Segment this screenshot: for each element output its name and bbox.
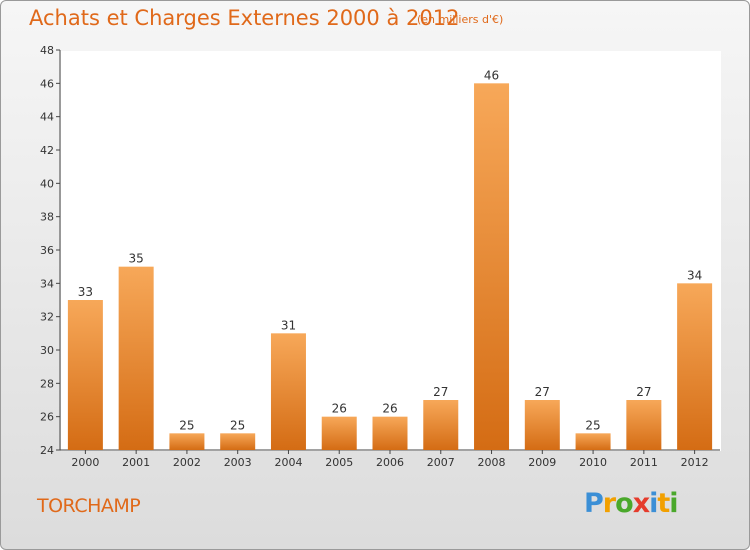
bar-value-label: 25 bbox=[585, 418, 600, 432]
x-tick-label: 2011 bbox=[630, 456, 658, 469]
x-tick-label: 2008 bbox=[478, 456, 506, 469]
logo-letter: t bbox=[657, 488, 670, 519]
x-tick-label: 2005 bbox=[325, 456, 353, 469]
logo-letter: P bbox=[584, 488, 604, 519]
y-tick-label: 40 bbox=[40, 177, 54, 190]
commune-name: TORCHAMP bbox=[37, 495, 141, 517]
y-tick-label: 28 bbox=[40, 377, 54, 390]
bar-value-label: 27 bbox=[636, 385, 651, 399]
bar bbox=[524, 400, 560, 450]
bar bbox=[677, 283, 713, 450]
y-tick-label: 32 bbox=[40, 311, 54, 324]
bar-value-label: 33 bbox=[78, 285, 93, 299]
bar bbox=[169, 433, 205, 450]
x-tick-label: 2009 bbox=[528, 456, 556, 469]
x-tick-label: 2006 bbox=[376, 456, 404, 469]
bar-value-label: 26 bbox=[332, 402, 347, 416]
bar-value-label: 27 bbox=[535, 385, 550, 399]
bar bbox=[423, 400, 459, 450]
plot-area bbox=[61, 51, 721, 451]
y-tick-label: 42 bbox=[40, 144, 54, 157]
logo-letter: i bbox=[649, 488, 658, 519]
y-tick-label: 44 bbox=[40, 111, 54, 124]
bar-value-label: 34 bbox=[687, 268, 702, 282]
y-tick-label: 38 bbox=[40, 211, 54, 224]
x-tick-label: 2003 bbox=[224, 456, 252, 469]
x-tick-label: 2010 bbox=[579, 456, 607, 469]
chart-unit: (en milliers d'€) bbox=[417, 13, 504, 26]
proxiti-logo: Proxiti bbox=[584, 488, 679, 519]
bar bbox=[575, 433, 611, 450]
bar-value-label: 27 bbox=[433, 385, 448, 399]
logo-letter: i bbox=[669, 488, 678, 519]
bar bbox=[474, 83, 510, 450]
bar-value-label: 35 bbox=[129, 252, 144, 266]
bar-value-label: 46 bbox=[484, 68, 499, 82]
y-tick-label: 26 bbox=[40, 411, 54, 424]
bar-value-label: 25 bbox=[179, 418, 194, 432]
bar bbox=[372, 416, 408, 450]
logo-letter: x bbox=[632, 488, 650, 519]
x-tick-label: 2002 bbox=[173, 456, 201, 469]
bar bbox=[626, 400, 662, 450]
bar-value-label: 31 bbox=[281, 318, 296, 332]
bar-value-label: 26 bbox=[382, 402, 397, 416]
x-tick-label: 2004 bbox=[274, 456, 302, 469]
y-tick-label: 46 bbox=[40, 77, 54, 90]
logo-letter: o bbox=[615, 488, 634, 519]
y-tick-label: 36 bbox=[40, 244, 54, 257]
x-tick-label: 2000 bbox=[71, 456, 99, 469]
y-tick-label: 24 bbox=[40, 444, 54, 457]
bar bbox=[270, 333, 306, 450]
bar-value-label: 25 bbox=[230, 418, 245, 432]
y-tick-label: 48 bbox=[40, 44, 54, 57]
bar bbox=[321, 416, 357, 450]
x-tick-label: 2007 bbox=[427, 456, 455, 469]
y-tick-label: 34 bbox=[40, 277, 54, 290]
bar bbox=[118, 266, 154, 450]
y-tick-label: 30 bbox=[40, 344, 54, 357]
x-tick-label: 2001 bbox=[122, 456, 150, 469]
logo-letter: r bbox=[602, 488, 616, 519]
bar bbox=[67, 300, 103, 450]
chart-title: Achats et Charges Externes 2000 à 2012 bbox=[29, 6, 460, 30]
x-tick-label: 2012 bbox=[681, 456, 709, 469]
bar bbox=[220, 433, 256, 450]
